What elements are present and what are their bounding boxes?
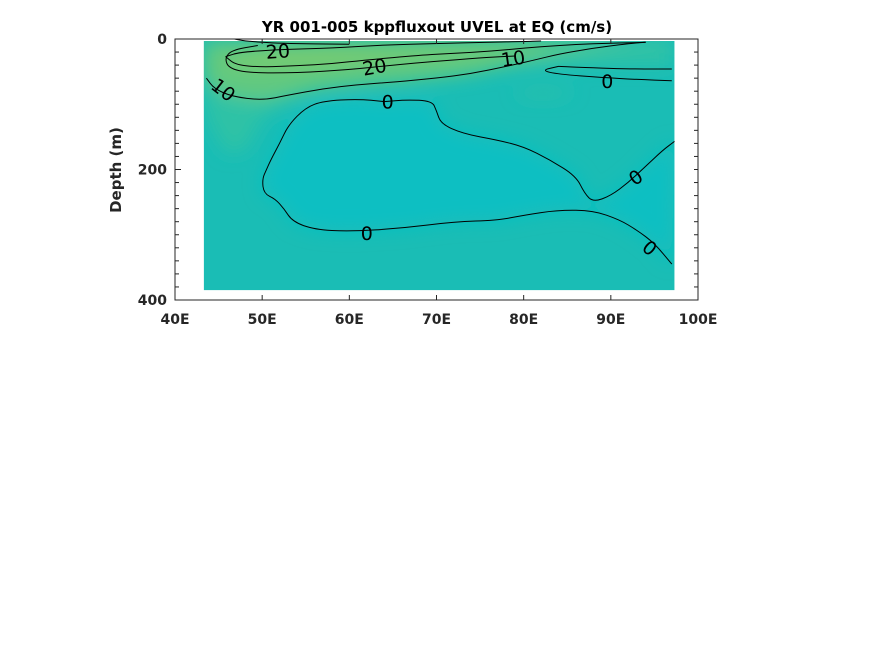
contour-label-text: 0 — [601, 71, 613, 93]
contour-label: 20 — [361, 55, 389, 81]
contour-line-0 — [558, 65, 672, 70]
negative-region-fill — [262, 99, 675, 265]
contour-label-text: 0 — [361, 223, 373, 245]
contour-line-10 — [225, 45, 516, 74]
x-tick-label: 60E — [335, 312, 364, 328]
weak-patch-fill — [515, 88, 576, 97]
y-axis-label: Depth (m) — [107, 127, 125, 213]
contour-label: 0 — [382, 91, 394, 113]
y-tick-label: 0 — [157, 32, 167, 48]
x-tick-label: 50E — [248, 312, 277, 328]
y-tick-label: 200 — [138, 163, 167, 179]
y-tick-label: 400 — [138, 293, 167, 309]
x-tick-label: 90E — [596, 312, 625, 328]
contour-line-20 — [225, 40, 542, 58]
x-tick-label: 100E — [679, 312, 718, 328]
chart-title: YR 001-005 kppfluxout UVEL at EQ (cm/s) — [261, 18, 612, 36]
contour-label-text: 20 — [265, 40, 291, 64]
contour-label: 10 — [500, 47, 527, 72]
contour-lines — [206, 38, 675, 265]
contour-line-10 — [206, 41, 646, 100]
contour-line-0 — [262, 99, 673, 265]
contour-label-text: 0 — [382, 91, 394, 113]
x-tick-label: 40E — [160, 312, 189, 328]
contour-label: 20 — [265, 40, 291, 64]
contour-label-text: 10 — [500, 47, 527, 72]
contour-line-20 — [225, 41, 646, 68]
x-tick-label: 80E — [509, 312, 538, 328]
contour-line-0 — [544, 65, 672, 82]
contour-label: 0 — [361, 223, 373, 245]
shaded-velocity-field — [203, 40, 675, 291]
x-tick-label: 70E — [422, 312, 451, 328]
contour-line-0 — [384, 99, 675, 201]
contour-label: 0 — [601, 71, 613, 93]
contour-label-text: 20 — [361, 55, 389, 81]
jet-max-fill — [227, 42, 542, 67]
